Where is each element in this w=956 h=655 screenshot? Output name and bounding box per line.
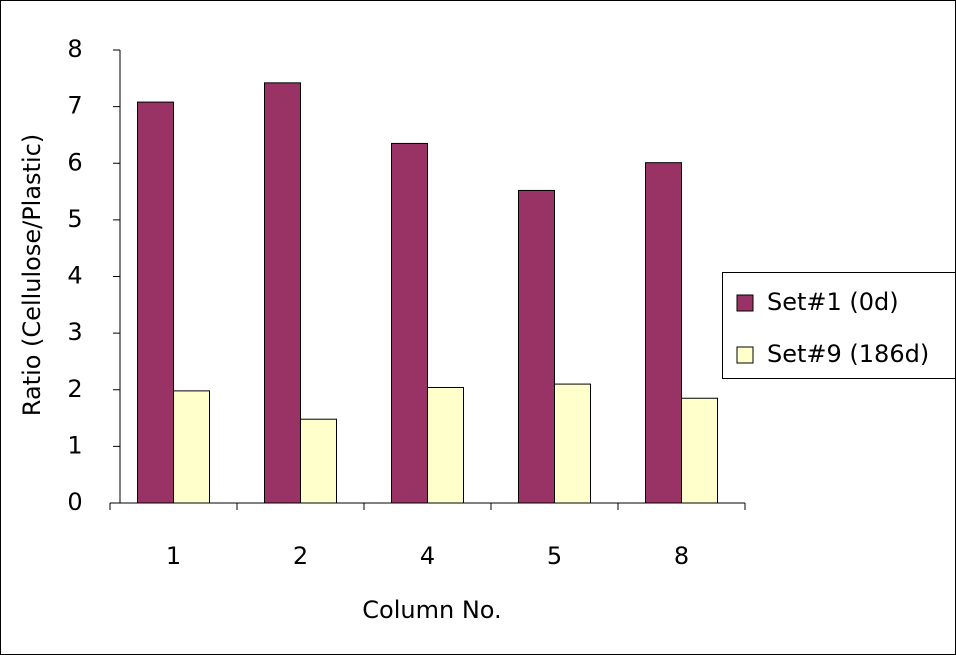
x-tick-label: 2	[293, 542, 308, 570]
y-tick-label: 4	[67, 262, 82, 290]
y-tick-label: 2	[67, 375, 82, 403]
bar	[264, 82, 301, 504]
x-axis-title: Column No.	[362, 596, 501, 624]
bar	[518, 189, 555, 504]
legend-swatch	[736, 346, 754, 364]
bar	[427, 386, 464, 504]
legend-box	[722, 272, 956, 379]
x-tick-label: 1	[166, 542, 181, 570]
y-tick-label: 5	[67, 205, 82, 233]
bar	[554, 383, 591, 504]
x-tick-label: 5	[547, 542, 562, 570]
bar	[300, 418, 337, 504]
y-tick-label: 6	[67, 148, 82, 176]
y-tick-label: 8	[67, 35, 82, 63]
bar	[137, 101, 174, 504]
x-tick-label: 8	[674, 542, 689, 570]
y-tick-label: 1	[67, 431, 82, 459]
y-axis-title: Ratio (Cellulose/Plastic)	[18, 134, 46, 416]
x-tick-label: 4	[420, 542, 435, 570]
bar	[681, 397, 718, 504]
y-tick-label: 7	[67, 92, 82, 120]
legend-label: Set#9 (186d)	[767, 340, 929, 368]
bar	[391, 142, 428, 504]
bar	[173, 390, 210, 504]
y-tick-label: 0	[67, 488, 82, 516]
y-tick-label: 3	[67, 318, 82, 346]
legend-label: Set#1 (0d)	[767, 288, 899, 316]
legend-swatch	[736, 294, 754, 312]
bar	[645, 162, 682, 504]
